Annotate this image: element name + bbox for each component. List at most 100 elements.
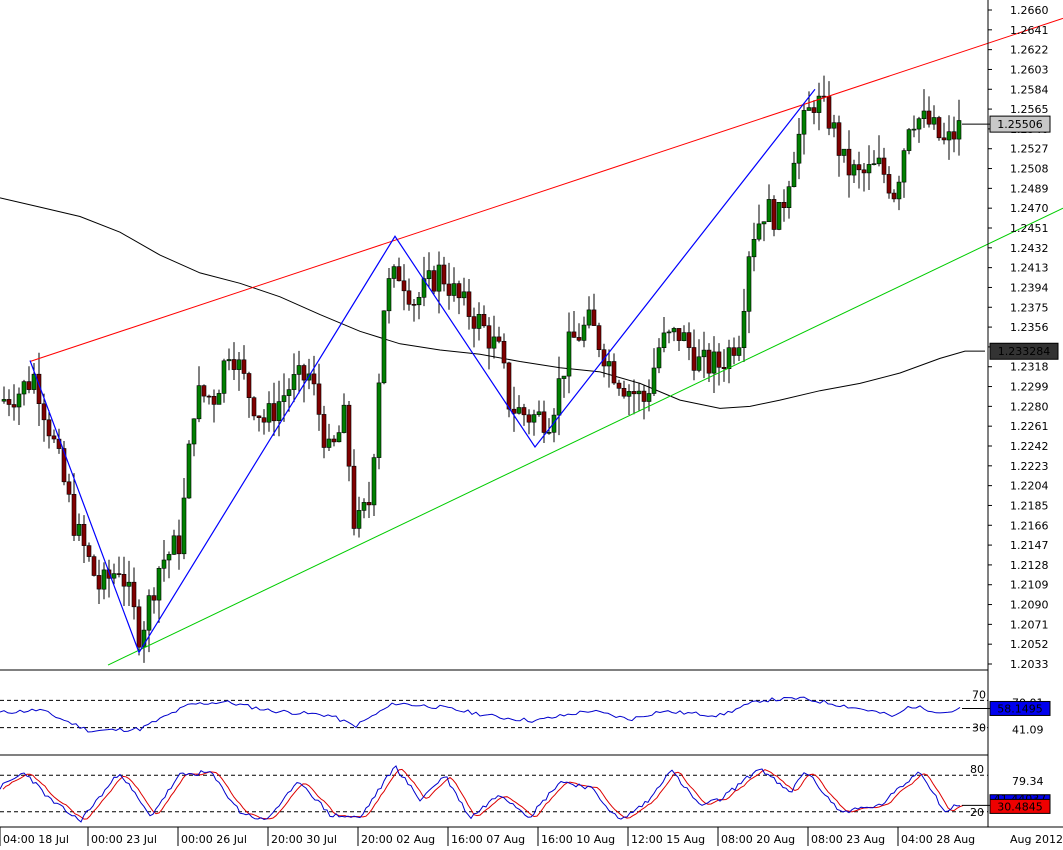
price-tick-label: 1.2071 (1010, 618, 1049, 631)
bullish-candle (216, 393, 222, 405)
bullish-candle (701, 349, 707, 358)
bullish-candle (871, 163, 877, 165)
bullish-candle (156, 567, 162, 601)
price-tick-label: 1.2090 (1010, 599, 1049, 612)
bullish-candle (636, 390, 642, 395)
bullish-candle (381, 310, 387, 384)
bearish-candle (331, 438, 337, 443)
bearish-candle (431, 270, 437, 292)
bullish-candle (386, 278, 392, 312)
price-tick-label: 1.2565 (1010, 103, 1049, 116)
bearish-candle (301, 365, 307, 381)
bearish-candle (346, 404, 352, 467)
bearish-candle (316, 383, 322, 415)
bearish-candle (541, 411, 547, 433)
bullish-candle (286, 389, 292, 396)
bearish-candle (66, 481, 72, 495)
last-price-badge (989, 115, 1051, 133)
bullish-candle (186, 443, 192, 499)
bullish-candle (436, 264, 442, 292)
price-tick-label: 1.2033 (1010, 658, 1049, 671)
time-tick-label: 16:00 10 Aug (541, 833, 615, 846)
bearish-candle (691, 347, 697, 371)
bearish-candle (856, 164, 862, 171)
last-price-label: 1.25506 (997, 118, 1043, 131)
bearish-candle (81, 523, 87, 546)
bullish-candle (291, 374, 297, 390)
rsi-level-label-30: 30 (972, 722, 986, 735)
bearish-candle (241, 359, 247, 374)
bearish-candle (96, 575, 102, 590)
bullish-candle (341, 404, 347, 433)
time-axis-period-label: Aug 2012 (1010, 833, 1063, 846)
bearish-candle (716, 351, 722, 368)
bearish-candle (706, 349, 712, 374)
bearish-candle (676, 328, 682, 341)
bullish-candle (696, 356, 702, 371)
price-tick-label: 1.2603 (1010, 63, 1049, 76)
bullish-candle (866, 164, 872, 174)
bearish-candle (411, 303, 417, 306)
rsi-level-label-70: 70 (972, 688, 986, 701)
bearish-candle (396, 266, 402, 282)
moving-average-line (0, 197, 985, 409)
bearish-candle (116, 573, 122, 575)
bearish-candle (51, 435, 57, 440)
rsi-value-label: 58.1495 (997, 702, 1043, 715)
bearish-candle (366, 502, 372, 506)
bullish-candle (376, 382, 382, 458)
bullish-candle (166, 554, 172, 561)
bullish-candle (801, 110, 807, 135)
bullish-candle (651, 367, 657, 394)
bullish-candle (516, 407, 522, 414)
bullish-candle (956, 120, 962, 140)
bullish-candle (191, 418, 197, 445)
bearish-candle (936, 117, 942, 139)
bullish-candle (101, 569, 107, 590)
price-tick-label: 1.2166 (1010, 519, 1049, 532)
bearish-candle (231, 359, 237, 370)
bullish-candle (756, 223, 762, 240)
bullish-candle (786, 186, 792, 208)
bearish-candle (496, 336, 502, 342)
bearish-candle (506, 362, 512, 410)
price-tick-label: 1.2470 (1010, 202, 1049, 215)
bullish-candle (31, 373, 37, 390)
bearish-candle (781, 202, 787, 209)
bearish-candle (811, 107, 817, 113)
bullish-candle (281, 395, 287, 402)
bearish-candle (106, 569, 112, 579)
time-tick-label: 04:00 18 Jul (3, 833, 69, 846)
bearish-candle (486, 325, 492, 349)
price-tick-label: 1.2394 (1010, 281, 1049, 294)
bearish-candle (601, 349, 607, 367)
bullish-candle (326, 438, 332, 448)
bearish-candle (86, 545, 92, 557)
bullish-candle (791, 162, 797, 187)
time-tick-label: 00:00 26 Jul (181, 833, 247, 846)
time-tick-label: 08:00 23 Aug (811, 833, 885, 846)
price-tick-label: 1.2527 (1010, 143, 1049, 156)
bullish-candle (766, 199, 772, 222)
bullish-candle (111, 573, 117, 579)
time-tick-label: 16:00 07 Aug (451, 833, 525, 846)
bearish-candle (151, 595, 157, 601)
price-tick-label: 1.2375 (1010, 301, 1049, 314)
bearish-candle (251, 397, 257, 417)
bullish-candle (16, 393, 22, 408)
bearish-candle (11, 404, 17, 408)
bearish-candle (206, 395, 212, 398)
bullish-candle (126, 581, 132, 587)
bearish-candle (721, 366, 727, 369)
bullish-candle (751, 239, 757, 258)
bullish-candle (931, 117, 937, 125)
price-tick-label: 1.2128 (1010, 559, 1049, 572)
bearish-candle (611, 361, 617, 384)
bearish-candle (591, 309, 597, 326)
bearish-candle (46, 419, 52, 437)
bullish-candle (476, 313, 482, 329)
bearish-candle (201, 385, 207, 397)
time-tick-label: 20:00 30 Jul (271, 833, 337, 846)
